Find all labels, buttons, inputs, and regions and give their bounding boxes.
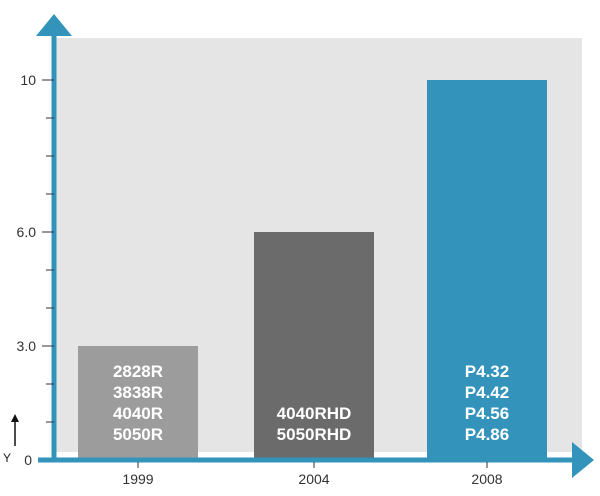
y-tick-label-6.0: 6.0: [17, 224, 37, 240]
bar-2008: [427, 80, 547, 460]
y-key: Y: [3, 414, 19, 465]
x-categories: 1999 2004 2008: [122, 471, 502, 487]
axes: [36, 14, 594, 478]
bar-1999: [78, 346, 198, 460]
y-axis-label: Y: [3, 451, 11, 465]
bar-2004: [254, 232, 374, 460]
x-tick-label-2004: 2004: [298, 471, 329, 487]
bar-label-2008-2: P4.42: [465, 383, 509, 402]
x-axis-arrow-icon: [572, 442, 594, 478]
y-tick-label-10: 10: [20, 72, 36, 88]
y-tick-label-3.0: 3.0: [17, 338, 37, 354]
x-tick-label-1999: 1999: [122, 471, 153, 487]
bar-label-2004-2: 5050RHD: [277, 425, 352, 444]
bar-label-2008-4: P4.86: [465, 425, 509, 444]
bar-label-2004-1: 4040RHD: [277, 404, 352, 423]
y-tick-label-0: 0: [24, 452, 32, 468]
bar-label-2008-1: P4.32: [465, 362, 509, 381]
bar-label-2008-3: P4.56: [465, 404, 509, 423]
bar-label-1999-1: 2828R: [113, 362, 163, 381]
y-key-arrowhead-icon: [11, 414, 19, 422]
bar-labels: 2828R 3838R 4040R 5050R 4040RHD 5050RHD P4.32 P…: [113, 362, 509, 444]
bars: [78, 80, 547, 460]
bar-label-1999-3: 4040R: [113, 404, 163, 423]
bar-label-1999-2: 3838R: [113, 383, 163, 402]
y-axis-arrow-icon: [36, 14, 72, 36]
bar-label-1999-4: 5050R: [113, 425, 163, 444]
x-tick-label-2008: 2008: [471, 471, 502, 487]
y-ticks: 0 3.0 6.0 10: [17, 72, 54, 468]
